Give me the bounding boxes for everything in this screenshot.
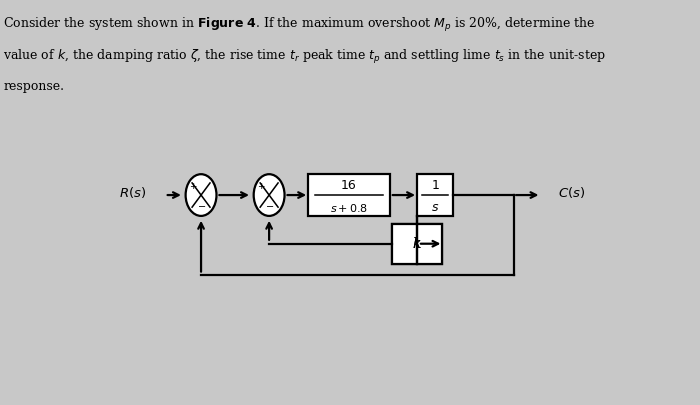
Text: value of $k$, the damping ratio $\zeta$, the rise time $t_r$ peak time $t_p$ and: value of $k$, the damping ratio $\zeta$,…: [4, 48, 606, 66]
Text: −: −: [198, 202, 206, 211]
Bar: [417, 174, 454, 216]
Text: $R(s)$: $R(s)$: [119, 185, 146, 200]
Ellipse shape: [253, 174, 284, 216]
Ellipse shape: [186, 174, 216, 216]
Text: +: +: [189, 182, 197, 191]
Text: $s+0.8$: $s+0.8$: [330, 202, 368, 214]
Text: k: k: [413, 237, 421, 251]
Text: $s$: $s$: [431, 201, 440, 215]
Text: 1: 1: [431, 179, 439, 192]
Text: −: −: [266, 202, 274, 211]
Text: 16: 16: [341, 179, 357, 192]
Bar: [391, 224, 442, 264]
Text: $C(s)$: $C(s)$: [558, 185, 585, 200]
Text: Consider the system shown in $\bf{Figure\ 4}$. If the maximum overshoot $M_p$ is: Consider the system shown in $\bf{Figure…: [4, 16, 596, 34]
Text: response.: response.: [4, 80, 64, 93]
Bar: [308, 174, 390, 216]
Text: +: +: [258, 182, 265, 191]
Bar: [391, 224, 442, 264]
Text: k: k: [413, 237, 421, 251]
